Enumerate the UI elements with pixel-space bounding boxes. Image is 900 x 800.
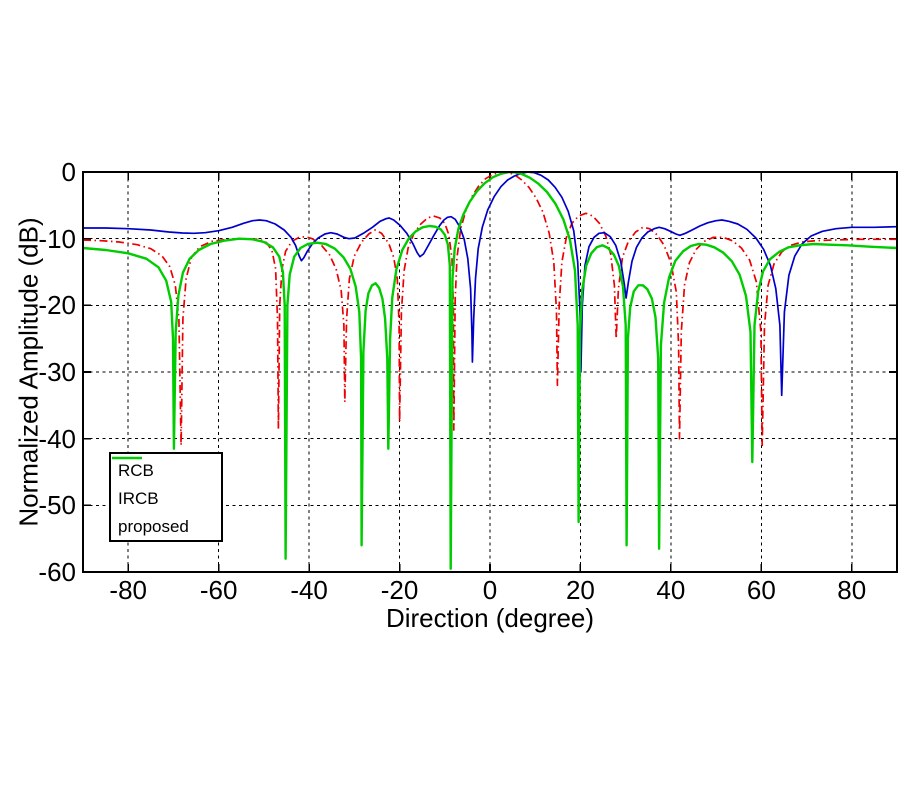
legend-label: IRCB — [118, 489, 159, 508]
x-tick-label: 0 — [482, 575, 498, 605]
beam-pattern-plot — [82, 171, 898, 573]
x-tick-label: 60 — [746, 575, 776, 605]
legend-rows: RCB IRCB proposed — [111, 456, 221, 541]
y-tick-label: -30 — [38, 357, 76, 387]
legend: RCB IRCB proposed — [109, 452, 223, 542]
x-tick-label: 80 — [837, 575, 867, 605]
y-tick-label: -50 — [38, 490, 76, 521]
x-tick-label: -80 — [109, 575, 147, 605]
y-tick-label: -20 — [38, 290, 76, 321]
legend-entry-IRCB: IRCB — [111, 457, 221, 513]
series-line-IRCB — [83, 172, 897, 397]
y-tick-label: -40 — [38, 423, 76, 454]
series-line-proposed — [83, 172, 897, 570]
axis-box — [82, 171, 898, 573]
x-axis-label: Direction (degree) — [385, 603, 595, 633]
y-tick-label: -10 — [38, 223, 76, 254]
legend-label: RCB — [118, 461, 154, 480]
legend-line-sample-solid — [112, 456, 142, 460]
x-tick-label: -40 — [290, 575, 328, 605]
y-tick-label: -60 — [38, 557, 76, 587]
plot-area: RCB IRCB proposed — [82, 171, 898, 573]
x-tick-label: 20 — [565, 575, 595, 605]
x-tick-label: 40 — [656, 575, 686, 605]
legend-label: proposed — [118, 517, 189, 536]
x-tick-label: -60 — [199, 575, 238, 605]
y-tick-label: 0 — [61, 157, 76, 187]
series-line-RCB — [83, 172, 897, 447]
x-tick-label: -20 — [380, 575, 419, 605]
legend-entry-proposed: proposed — [111, 456, 221, 541]
